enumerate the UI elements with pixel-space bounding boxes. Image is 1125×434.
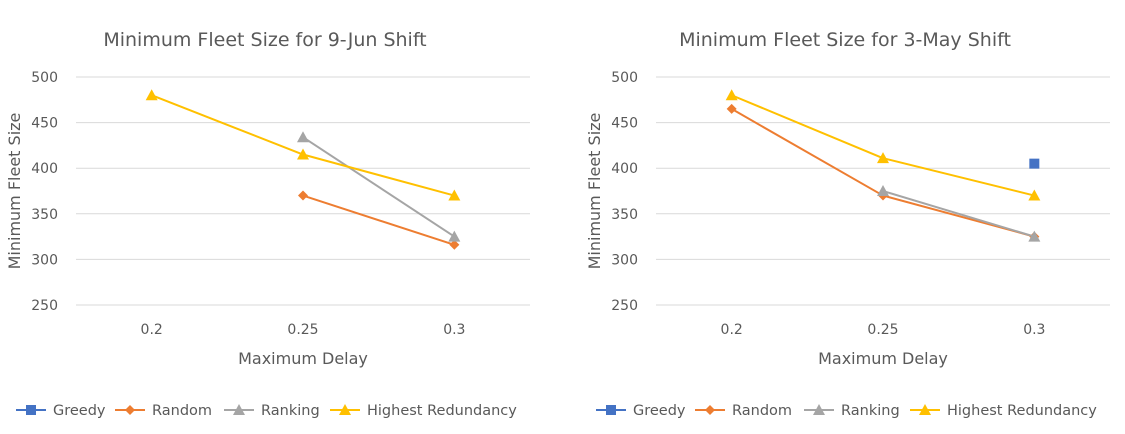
- legend-label: Ranking: [261, 403, 320, 419]
- series-highest-redundancy: [725, 89, 1041, 201]
- chart-title: Minimum Fleet Size for 3-May Shift: [679, 29, 1011, 51]
- series-random: [726, 103, 1040, 242]
- x-tick-label: 0.3: [1023, 322, 1045, 338]
- y-tick-label: 400: [31, 161, 58, 177]
- legend-marker: [233, 404, 245, 415]
- data-point: [448, 189, 461, 201]
- chart-title: Minimum Fleet Size for 9-Jun Shift: [103, 29, 426, 51]
- series-line: [151, 94, 455, 197]
- legend-label: Highest Redundancy: [947, 403, 1097, 419]
- legend-label: Random: [152, 403, 212, 419]
- legend-label: Ranking: [841, 403, 900, 419]
- data-point: [725, 89, 738, 101]
- data-point: [145, 89, 158, 101]
- series-line: [302, 194, 455, 246]
- series-ranking: [297, 131, 461, 242]
- data-point: [877, 152, 889, 164]
- series-line: [731, 94, 1035, 197]
- legend-label: Random: [732, 403, 792, 419]
- legend-marker: [339, 404, 351, 415]
- y-tick-label: 250: [611, 298, 638, 314]
- legend-marker: [813, 404, 825, 415]
- x-axis-label: Maximum Delay: [818, 349, 948, 368]
- data-point: [449, 239, 460, 250]
- data-point: [1029, 158, 1040, 169]
- x-tick-label: 0.25: [287, 322, 318, 338]
- series-line: [731, 108, 1035, 238]
- data-point: [297, 148, 309, 160]
- y-tick-label: 350: [31, 207, 58, 223]
- y-tick-label: 450: [31, 116, 58, 132]
- data-point: [877, 185, 889, 196]
- data-point: [1028, 230, 1041, 242]
- legend-label: Greedy: [53, 403, 106, 419]
- legend-marker: [919, 404, 931, 415]
- legend-marker: [125, 405, 135, 415]
- data-point: [448, 230, 461, 242]
- series-greedy: [1029, 158, 1040, 169]
- y-axis-label: Minimum Fleet Size: [5, 113, 24, 270]
- y-tick-label: 400: [611, 161, 638, 177]
- series-line: [302, 136, 455, 238]
- data-point: [1028, 189, 1041, 201]
- legend-label: Highest Redundancy: [367, 403, 517, 419]
- x-tick-label: 0.2: [721, 322, 743, 338]
- legend-marker: [26, 405, 36, 415]
- y-tick-label: 500: [31, 70, 58, 86]
- series-random: [298, 190, 460, 250]
- series-ranking: [877, 185, 1041, 242]
- chart-2: Minimum Fleet Size for 3-May Shift 500 450…: [585, 29, 1110, 419]
- x-tick-label: 0.2: [141, 322, 163, 338]
- data-point: [297, 131, 309, 143]
- data-point: [726, 103, 737, 114]
- y-tick-label: 300: [611, 252, 638, 268]
- legend-label: Greedy: [633, 403, 686, 419]
- series-highest-redundancy: [145, 89, 461, 201]
- legend: Greedy Random Ranking Highest Redundancy: [16, 403, 517, 419]
- chart-1: Minimum Fleet Size for 9-Jun Shift 500 450…: [5, 29, 530, 419]
- series-line: [882, 190, 1035, 238]
- y-tick-label: 250: [31, 298, 58, 314]
- y-tick-label: 450: [611, 116, 638, 132]
- x-tick-label: 0.3: [443, 322, 465, 338]
- y-tick-label: 500: [611, 70, 638, 86]
- legend: Greedy Random Ranking Highest Redundancy: [596, 403, 1097, 419]
- x-tick-label: 0.25: [867, 322, 898, 338]
- legend-marker: [606, 405, 616, 415]
- y-tick-label: 300: [31, 252, 58, 268]
- y-tick-label: 350: [611, 207, 638, 223]
- data-point: [298, 190, 308, 201]
- y-axis-label: Minimum Fleet Size: [585, 113, 604, 270]
- x-axis-label: Maximum Delay: [238, 349, 368, 368]
- legend-marker: [705, 405, 715, 415]
